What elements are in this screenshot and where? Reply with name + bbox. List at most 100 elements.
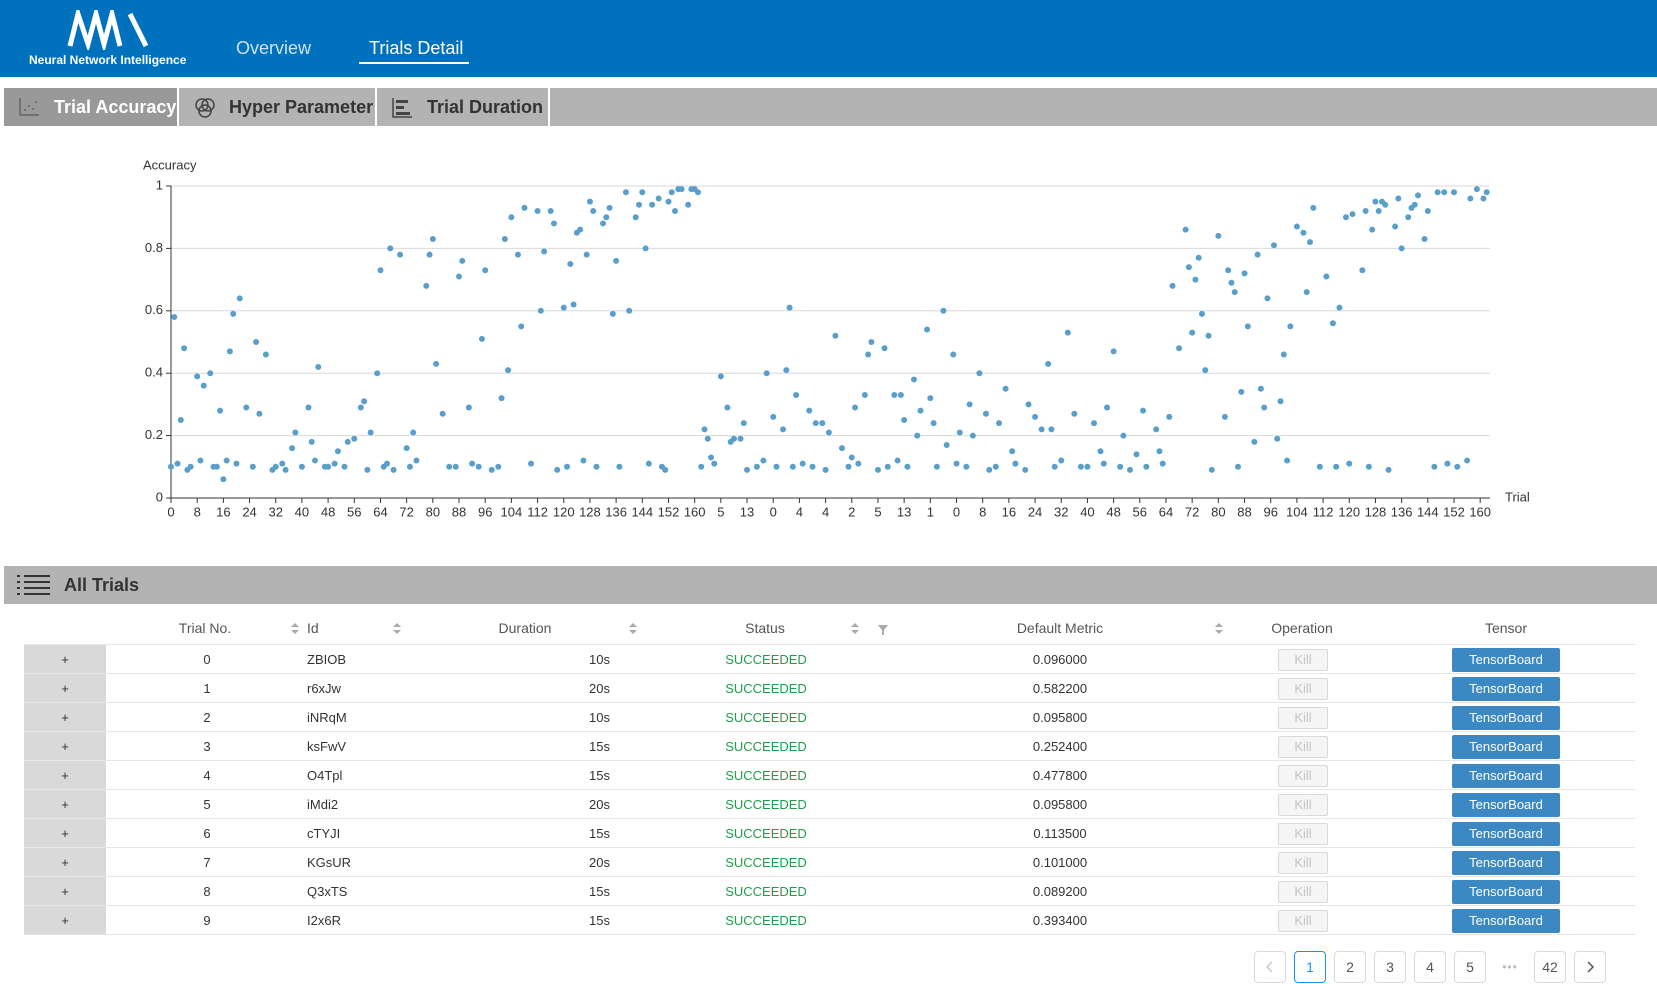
tensorboard-button[interactable]: TensorBoard <box>1452 648 1560 672</box>
expand-button[interactable]: + <box>24 906 106 934</box>
expand-button[interactable]: + <box>24 848 106 876</box>
expand-button[interactable]: + <box>24 645 106 673</box>
point <box>678 186 685 193</box>
tensorboard-button[interactable]: TensorBoard <box>1452 706 1560 730</box>
column-header[interactable]: Duration <box>498 620 552 636</box>
point <box>181 345 188 352</box>
column-header[interactable]: Trial No. <box>178 620 232 636</box>
duration: 15s <box>589 826 610 841</box>
row-line <box>24 818 1635 819</box>
point <box>390 466 397 473</box>
x-tick-label: 8 <box>194 504 201 519</box>
x-tick-label: 104 <box>1286 504 1308 519</box>
nav-link[interactable]: Trials Detail <box>369 38 464 58</box>
column-header[interactable]: Status <box>745 620 785 636</box>
tab[interactable]: Trial Accuracy <box>4 88 179 126</box>
point <box>917 407 924 414</box>
point <box>760 457 767 464</box>
nav-link[interactable]: Overview <box>236 38 312 58</box>
point <box>387 245 394 252</box>
point <box>1369 226 1376 233</box>
point <box>223 457 230 464</box>
x-tick-label: 48 <box>321 504 335 519</box>
duration: 15s <box>589 768 610 783</box>
sort-icon[interactable] <box>628 622 638 636</box>
page-button[interactable]: 2 <box>1334 951 1366 983</box>
expand-button[interactable]: + <box>24 761 106 789</box>
point <box>737 435 744 442</box>
point <box>822 466 829 473</box>
x-tick-label: 96 <box>478 504 492 519</box>
tensorboard-button[interactable]: TensorBoard <box>1452 909 1560 933</box>
expand-button[interactable]: + <box>24 790 106 818</box>
expand-button[interactable]: + <box>24 703 106 731</box>
tensorboard-button[interactable]: TensorBoard <box>1452 822 1560 846</box>
expand-button[interactable]: + <box>24 674 106 702</box>
point <box>763 370 770 377</box>
x-tick-label: 48 <box>1106 504 1120 519</box>
column-header[interactable]: Default Metric <box>1016 620 1104 636</box>
column-header[interactable]: Id <box>307 620 319 636</box>
point <box>1022 466 1029 473</box>
point <box>272 463 279 470</box>
point <box>298 463 305 470</box>
tab[interactable]: Trial Duration <box>377 88 550 126</box>
expand-button[interactable]: + <box>24 819 106 847</box>
point <box>207 370 214 377</box>
point <box>694 189 701 196</box>
point <box>1192 276 1199 283</box>
next-button[interactable] <box>1574 951 1606 983</box>
point <box>1277 398 1284 405</box>
point <box>861 392 868 399</box>
point <box>403 445 410 452</box>
point <box>534 207 541 214</box>
point <box>819 420 826 427</box>
point <box>1064 329 1071 336</box>
page-button[interactable]: 5 <box>1454 951 1486 983</box>
tensorboard-button[interactable]: TensorBoard <box>1452 677 1560 701</box>
tensorboard-button[interactable]: TensorBoard <box>1452 735 1560 759</box>
point <box>243 404 250 411</box>
x-tick-label: 128 <box>579 504 601 519</box>
status: SUCCEEDED <box>725 768 807 783</box>
page-ellipsis[interactable]: ••• <box>1502 960 1518 974</box>
x-tick-label: 16 <box>216 504 230 519</box>
sort-icon[interactable] <box>850 622 860 636</box>
default-metric: 0.096000 <box>1032 652 1088 667</box>
expand-button[interactable]: + <box>24 877 106 905</box>
tab[interactable]: Hyper Parameter <box>179 88 377 126</box>
page-button[interactable]: 1 <box>1294 951 1326 983</box>
point <box>1434 189 1441 196</box>
point <box>1454 463 1461 470</box>
sort-icon[interactable] <box>1214 622 1224 636</box>
tensorboard-button[interactable]: TensorBoard <box>1452 793 1560 817</box>
page-button[interactable]: 3 <box>1374 951 1406 983</box>
expand-button[interactable]: + <box>24 732 106 760</box>
tensorboard-button[interactable]: TensorBoard <box>1452 880 1560 904</box>
page-button[interactable]: 42 <box>1534 951 1566 983</box>
point <box>459 257 466 264</box>
point <box>976 370 983 377</box>
tensorboard-button[interactable]: TensorBoard <box>1452 764 1560 788</box>
point <box>550 220 557 227</box>
sort-icon[interactable] <box>290 622 300 636</box>
kill-button: Kill <box>1278 649 1328 671</box>
point <box>469 460 476 467</box>
filter-icon[interactable] <box>878 623 888 635</box>
point <box>590 207 597 214</box>
tensorboard-button[interactable]: TensorBoard <box>1452 851 1560 875</box>
prev-button[interactable] <box>1254 951 1286 983</box>
row-line <box>24 789 1635 790</box>
point <box>397 251 404 258</box>
point <box>642 245 649 252</box>
point <box>1395 195 1402 202</box>
point <box>433 360 440 367</box>
point <box>1195 254 1202 261</box>
page-button[interactable]: 4 <box>1414 951 1446 983</box>
point <box>1104 404 1111 411</box>
point <box>1215 232 1222 239</box>
sort-icon[interactable] <box>392 622 402 636</box>
trial-id: ZBIOB <box>307 652 347 667</box>
point <box>789 463 796 470</box>
point <box>1385 466 1392 473</box>
